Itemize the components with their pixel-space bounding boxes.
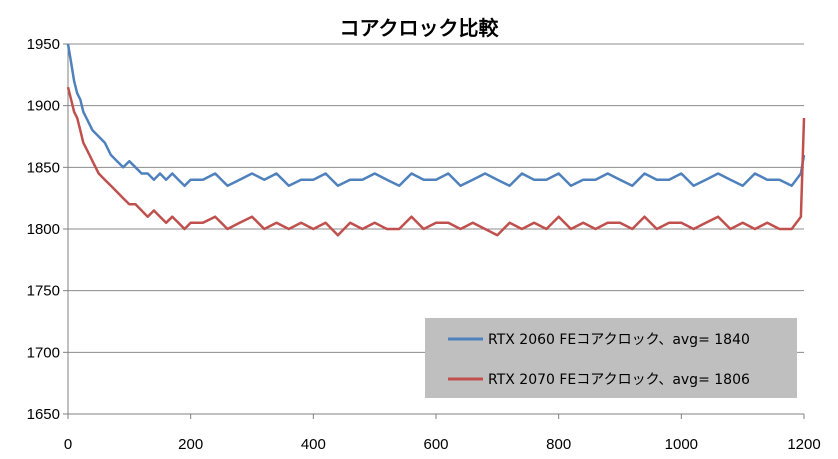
x-tick-label: 400 — [301, 436, 326, 453]
y-tick-label: 1750 — [27, 283, 60, 300]
x-tick-label: 600 — [423, 436, 448, 453]
chart-title: コアクロック比較 — [340, 16, 500, 40]
x-tick-label: 0 — [64, 436, 72, 453]
y-tick-label: 1950 — [27, 36, 60, 53]
x-tick-label: 1200 — [787, 436, 820, 453]
x-tick-label: 800 — [546, 436, 571, 453]
y-tick-label: 1850 — [27, 159, 60, 176]
legend-label-rtx-2060: RTX 2060 FEコアクロック、avg= 1840 — [488, 332, 750, 348]
series-line-rtx-2060 — [66, 43, 806, 188]
legend: RTX 2060 FEコアクロック、avg= 1840 RTX 2070 FEコ… — [425, 318, 797, 398]
y-tick-label: 1700 — [27, 344, 60, 361]
x-tick-label: 200 — [178, 436, 203, 453]
series-line-rtx-2070 — [66, 86, 806, 237]
y-tick-label: 1900 — [27, 98, 60, 115]
series-lines — [66, 43, 806, 237]
legend-label-rtx-2070: RTX 2070 FEコアクロック、avg= 1806 — [488, 372, 750, 388]
x-tick-label: 1000 — [665, 436, 698, 453]
axes: 1650 1700 1750 1800 1850 1900 1950 0 200 400 600 80… — [27, 36, 821, 453]
gridlines — [68, 43, 804, 353]
y-tick-label: 1800 — [27, 221, 60, 238]
legend-background — [425, 318, 797, 398]
y-tick-label: 1650 — [27, 406, 60, 423]
